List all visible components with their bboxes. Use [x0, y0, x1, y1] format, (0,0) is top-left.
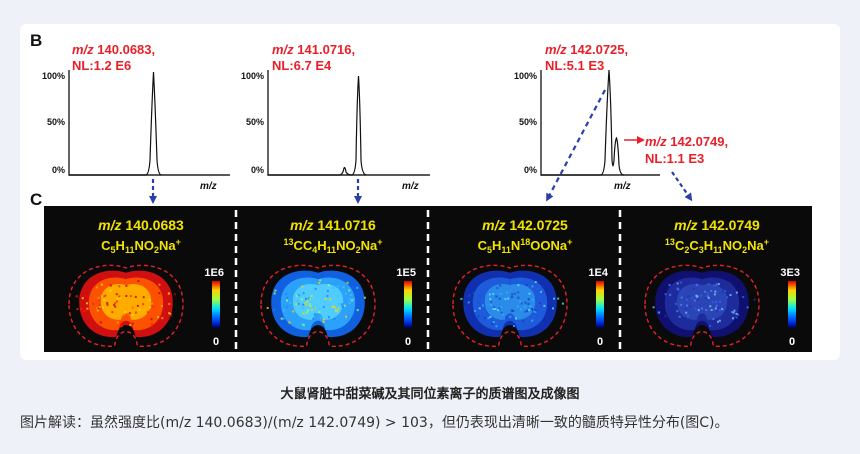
- spectrum-3-xlabel: m/z: [614, 181, 631, 192]
- ms-image-4-outline: [644, 264, 760, 347]
- spectrum-2-axes: [267, 70, 430, 176]
- ms-image-3-scale-max: 1E4: [588, 267, 608, 279]
- ms-image-4-scale-min: 0: [789, 336, 795, 348]
- spectrum-3-ytick-0: 0%: [524, 165, 537, 175]
- spectrum-3-axes: [540, 70, 660, 176]
- spectrum-2-ytick-50: 50%: [246, 117, 264, 127]
- ms-image-2-mz: m/z 141.0716: [290, 217, 376, 233]
- ms-image-2-scale-min: 0: [405, 336, 411, 348]
- ms-image-4-mz: m/z 142.0749: [674, 217, 760, 233]
- spectrum-1-mz: m/z 140.0683,: [72, 42, 155, 57]
- spectrum-1-ytick-100: 100%: [42, 71, 65, 81]
- ms-image-3-scale-min: 0: [597, 336, 603, 348]
- panel-c-label: C: [30, 190, 42, 209]
- figure-caption: 大鼠肾脏中甜菜碱及其同位素离子的质谱图及成像图: [280, 387, 580, 402]
- ms-image-3-mz: m/z 142.0725: [482, 217, 568, 233]
- ms-image-2-scale-max: 1E5: [396, 267, 416, 279]
- ms-image-2-texture: [266, 279, 366, 327]
- ms-image-1-formula: C5​H11​NO2​Na+​: [101, 237, 181, 255]
- ms-image-4-inner: [676, 284, 728, 320]
- ms-image-4: m/z 142.0749 13​C2​C3​H11​NO2​Na+​ 3E3 0: [644, 217, 800, 348]
- ms-image-1-inner: [100, 284, 152, 320]
- spectrum-2: m/z 141.0716, NL:6.7 E4 100% 50% 0% m/z: [241, 42, 430, 192]
- figure: B C m/z 140.0683, NL:1.2 E6 100% 50% 0% …: [30, 31, 812, 352]
- spectrum-2-peak: [268, 75, 367, 176]
- spectrum-1-nl: NL:1.2 E6: [72, 58, 131, 73]
- spectrum-2-ytick-100: 100%: [241, 71, 264, 81]
- arrow-to-image-4: [671, 171, 693, 202]
- figure-note: 图片解读：虽然强度比(m/z 140.0683)/(m/z 142.0749) …: [20, 415, 729, 431]
- ms-image-4-formula: 13​C2​C3​H11​NO2​Na+​: [665, 237, 769, 255]
- ms-image-1-outline: [68, 264, 184, 347]
- spectrum-1-xlabel: m/z: [200, 181, 217, 192]
- ms-image-3-colorbar: [596, 281, 604, 327]
- ms-image-2-formula: 13​CC4​H11​NO2​Na+​: [283, 237, 382, 255]
- ms-image-4-colorbar: [788, 281, 796, 327]
- spectrum-3-nl: NL:5.1 E3: [545, 58, 604, 73]
- ms-image-1-scale-max: 1E6: [204, 267, 224, 279]
- spectrum-3: m/z 142.0725, NL:5.1 E3 100% 50% 0% m/z …: [514, 42, 728, 192]
- spectrum-3-mz: m/z 142.0725,: [545, 42, 628, 57]
- ms-image-1: m/z 140.0683 C5​H11​NO2​Na+​ 1E6 0: [68, 217, 224, 348]
- ms-image-2: m/z 141.0716 13​CC4​H11​NO2​Na+​ 1E5 0: [260, 217, 416, 348]
- ms-image-1-colorbar: [212, 281, 220, 327]
- ms-image-3-formula: C5​H11​N18​OONa+​: [478, 237, 573, 255]
- spectrum-3-ytick-100: 100%: [514, 71, 537, 81]
- spectrum-3-second-nl: NL:1.1 E3: [645, 151, 704, 166]
- spectrum-2-ytick-0: 0%: [251, 165, 264, 175]
- spectrum-2-mz: m/z 141.0716,: [272, 42, 355, 57]
- ms-image-3-outline: [452, 264, 568, 347]
- spectrum-1-peak: [69, 71, 162, 176]
- ms-image-1-scale-min: 0: [213, 336, 219, 348]
- spectrum-3-peaks: [541, 69, 625, 176]
- ms-image-2-outline: [260, 264, 376, 347]
- spectrum-1-ytick-50: 50%: [47, 117, 65, 127]
- spectrum-2-nl: NL:6.7 E4: [272, 58, 332, 73]
- ms-image-4-texture: [652, 279, 756, 327]
- spectrum-1: m/z 140.0683, NL:1.2 E6 100% 50% 0% m/z: [42, 42, 230, 192]
- spectrum-3-second-mz: m/z 142.0749,: [645, 134, 728, 149]
- ms-image-1-mz: m/z 140.0683: [98, 217, 184, 233]
- spectrum-3-ytick-50: 50%: [519, 117, 537, 127]
- panel-b-label: B: [30, 31, 42, 50]
- ms-image-2-colorbar: [404, 281, 412, 327]
- spectrum-1-ytick-0: 0%: [52, 165, 65, 175]
- arrow-to-image-3: [546, 89, 606, 202]
- ms-image-3-texture: [460, 280, 564, 328]
- ms-image-3: m/z 142.0725 C5​H11​N18​OONa+​ 1E4 0: [452, 217, 609, 348]
- ms-image-4-scale-max: 3E3: [780, 267, 800, 279]
- ms-image-2-inner: [292, 284, 344, 320]
- ms-image-1-texture: [75, 280, 176, 328]
- spectrum-2-xlabel: m/z: [402, 181, 419, 192]
